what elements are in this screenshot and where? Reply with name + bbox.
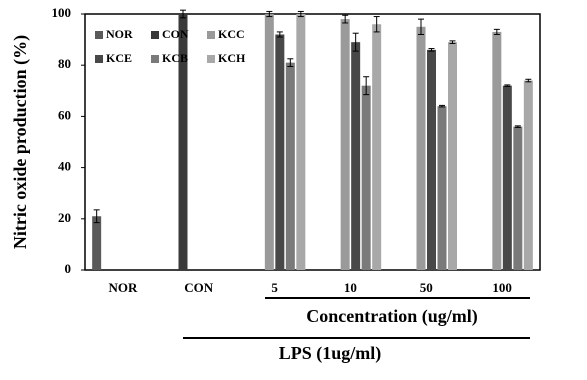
legend-label: KCC — [218, 27, 245, 41]
group-label: Concentration (ug/ml) — [306, 306, 477, 327]
plot-frame — [84, 13, 541, 271]
bar — [361, 85, 371, 271]
legend-swatch — [207, 31, 215, 39]
bar — [340, 19, 350, 271]
y-tick-label: 0 — [65, 261, 72, 276]
bar — [264, 14, 274, 270]
bar — [448, 42, 457, 270]
error-bar — [525, 78, 532, 83]
legend-label: KCE — [106, 51, 132, 65]
legend-swatch — [151, 55, 159, 63]
legend-label: KCB — [162, 51, 188, 65]
error-bar — [352, 32, 359, 52]
error-bar — [373, 16, 380, 33]
bar — [92, 216, 102, 270]
error-bar — [418, 18, 424, 35]
bar — [492, 31, 502, 271]
y-tick-label: 80 — [58, 56, 71, 71]
error-bar — [297, 10, 304, 18]
bar — [178, 14, 188, 270]
error-bar — [514, 125, 521, 128]
x-tick-label: 50 — [420, 280, 433, 295]
y-axis-label: Nitric oxide production (%) — [10, 35, 31, 249]
legend-swatch — [207, 55, 215, 63]
bar — [285, 62, 295, 270]
error-bar — [180, 9, 186, 19]
bar — [427, 49, 436, 271]
bar — [275, 34, 285, 271]
x-tick-label: NOR — [108, 280, 138, 295]
legend-swatch — [151, 31, 159, 39]
x-tick-label: CON — [184, 280, 214, 295]
y-tick-label: 40 — [58, 159, 71, 174]
x-tick-label: 10 — [344, 280, 357, 295]
error-bar — [93, 209, 100, 224]
legend-label: CON — [162, 27, 189, 41]
bar — [437, 106, 447, 270]
bar — [502, 85, 512, 271]
error-bar — [266, 10, 273, 18]
bar — [296, 14, 306, 270]
x-tick-label: 100 — [492, 280, 512, 295]
legend-swatch — [95, 31, 103, 39]
x-tick-label: 5 — [271, 280, 278, 295]
error-bar — [493, 28, 500, 35]
y-tick-label: 100 — [52, 5, 72, 20]
error-bar — [449, 40, 456, 44]
error-bar — [342, 14, 349, 24]
y-tick-label: 60 — [58, 107, 71, 122]
legend-swatch — [95, 55, 103, 63]
error-bar — [504, 84, 511, 87]
bar — [416, 26, 426, 270]
legend-label: KCH — [218, 51, 246, 65]
error-bar — [439, 104, 445, 108]
error-bar — [363, 76, 370, 96]
bar — [513, 126, 523, 270]
y-tick-label: 20 — [58, 210, 71, 225]
legend-label: NOR — [106, 27, 133, 41]
bar — [372, 24, 382, 270]
bar — [523, 80, 533, 270]
group-label: LPS (1ug/ml) — [279, 343, 382, 364]
error-bar — [428, 48, 435, 52]
bar — [351, 42, 361, 270]
error-bar — [276, 31, 283, 38]
error-bar — [287, 58, 294, 67]
